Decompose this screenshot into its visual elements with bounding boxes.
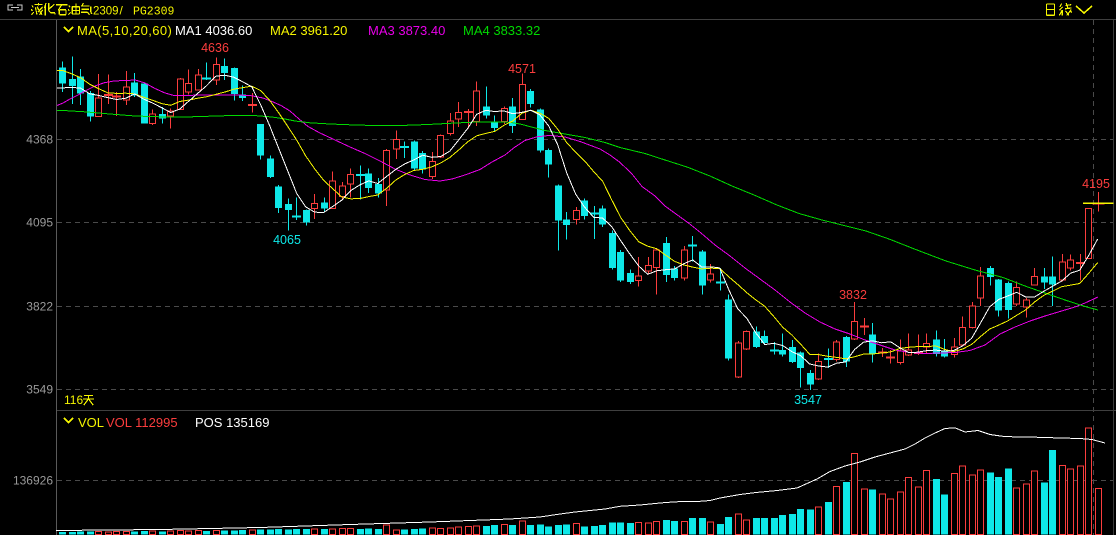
svg-text:4368: 4368 bbox=[26, 133, 53, 147]
svg-text:116: 116 bbox=[64, 393, 83, 407]
svg-text:3549: 3549 bbox=[26, 383, 53, 397]
svg-text:4065: 4065 bbox=[273, 233, 301, 247]
svg-text:MA3 3873.40: MA3 3873.40 bbox=[368, 23, 445, 38]
svg-text:4095: 4095 bbox=[26, 216, 53, 230]
svg-text:4636: 4636 bbox=[201, 41, 229, 55]
svg-text:VOL: VOL bbox=[78, 415, 104, 430]
svg-text:MA4 3833.32: MA4 3833.32 bbox=[463, 23, 540, 38]
svg-text:4571: 4571 bbox=[508, 62, 536, 76]
svg-text:4195: 4195 bbox=[1082, 177, 1110, 191]
svg-text:POS 135169: POS 135169 bbox=[195, 415, 269, 430]
svg-text:3547: 3547 bbox=[794, 393, 822, 407]
svg-text:VOL 112995: VOL 112995 bbox=[106, 415, 178, 430]
svg-text:MA2 3961.20: MA2 3961.20 bbox=[270, 23, 347, 38]
svg-text:3832: 3832 bbox=[839, 288, 867, 302]
svg-text:/: / bbox=[120, 4, 124, 18]
svg-text:MA1 4036.60: MA1 4036.60 bbox=[175, 23, 252, 38]
svg-text:PG2309: PG2309 bbox=[133, 6, 175, 19]
svg-text:3822: 3822 bbox=[26, 300, 53, 314]
svg-text:2309: 2309 bbox=[93, 6, 119, 18]
svg-text:MA(5,10,20,60): MA(5,10,20,60) bbox=[77, 23, 172, 38]
svg-text:136926: 136926 bbox=[13, 474, 53, 488]
